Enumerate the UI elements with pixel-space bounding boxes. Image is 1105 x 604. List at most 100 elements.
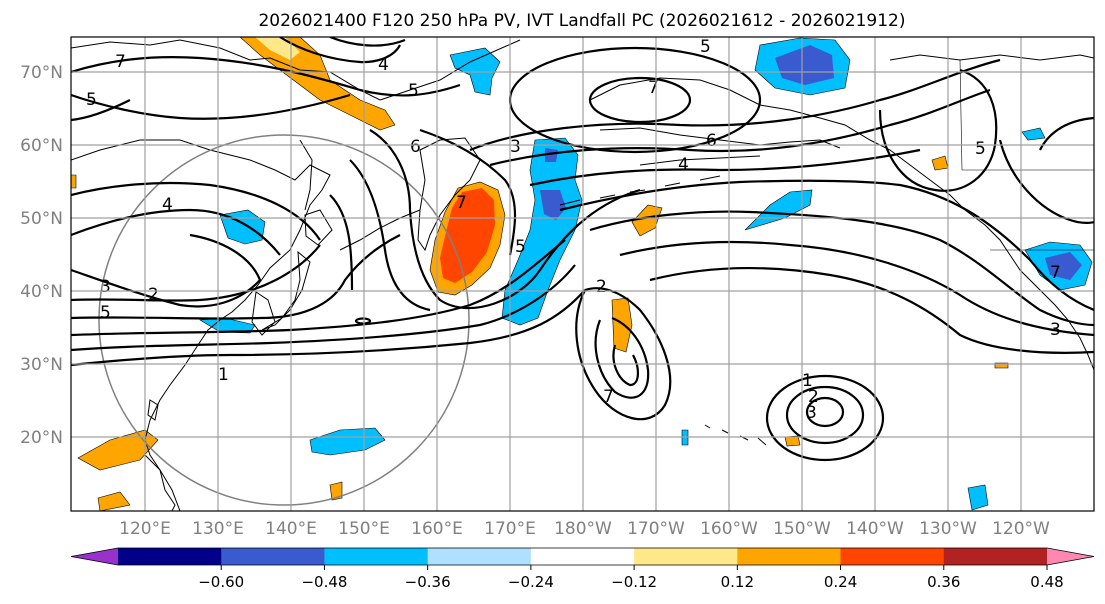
contour-line (354, 317, 372, 325)
contour-label: 7 (1050, 263, 1061, 283)
contour-label: 5 (700, 37, 711, 57)
colorbar-tick-label: 0.24 (824, 573, 857, 591)
contour-line (589, 210, 1094, 327)
contour-line (805, 396, 845, 428)
contour-line (71, 208, 281, 256)
lon-tick-label: 130°E (192, 519, 244, 539)
colorbar-tick-label: −0.60 (198, 573, 244, 591)
contour-label: 4 (378, 55, 389, 75)
contour-labels: 7 5 4 5 5 7 6 4 3 6 7 4 3 5 1 2 7 1 2 3 (86, 37, 1061, 423)
coast-japan (251, 209, 333, 336)
coast-east-asia (71, 39, 521, 511)
lon-tick-label: 160°E (411, 519, 463, 539)
contour-line (612, 344, 639, 387)
great-circle (98, 134, 470, 506)
lat-tick-label: 70°N (20, 63, 63, 83)
contour-line (369, 129, 641, 310)
contour-line (469, 58, 1001, 152)
contour-line (559, 179, 1094, 312)
contour-line (329, 37, 406, 47)
contour-line (349, 159, 431, 312)
lon-tick-label: 120°W (992, 519, 1050, 539)
colorbar-extend-min (71, 548, 118, 565)
lon-tick-label: 170°W (627, 519, 685, 539)
lon-axis: 120°E 130°E 140°E 150°E 160°E 170°E 180°… (119, 519, 1050, 539)
shade-positive-blob-4 (97, 491, 131, 511)
contour-label: 5 (408, 81, 419, 101)
contour-line (71, 244, 321, 302)
lat-tick-label: 40°N (20, 282, 63, 302)
lon-tick-label: 130°W (919, 519, 977, 539)
contour-label: 7 (115, 52, 126, 72)
contour-label: 5 (515, 237, 526, 257)
colorbar-swatch (530, 548, 635, 565)
contour-line (71, 99, 131, 122)
colorbar-tick-label: −0.48 (301, 573, 347, 591)
colorbar-swatch (840, 548, 945, 565)
colorbar-swatch (737, 548, 842, 565)
contour-label: 5 (86, 90, 97, 110)
colorbar-swatch (427, 548, 532, 565)
contour-label: 7 (603, 387, 614, 407)
lon-tick-label: 170°E (484, 519, 536, 539)
colorbar-tick-label: −0.24 (508, 573, 554, 591)
contour-line (594, 316, 650, 399)
figure-title: 2026021400 F120 250 hPa PV, IVT Landfall… (258, 11, 905, 31)
contour-line (71, 264, 576, 352)
contour-label: 7 (648, 78, 659, 98)
coast-alaska (589, 77, 966, 211)
contour-label: 2 (596, 277, 607, 297)
shade-negative-blob-6-core (1045, 252, 1082, 280)
contour-label: 4 (162, 195, 173, 215)
shade-negative-blob-8 (967, 484, 989, 511)
lon-tick-label: 150°W (773, 519, 831, 539)
contour-label: 3 (1050, 320, 1061, 340)
contour-line (279, 37, 401, 64)
contour-label: 3 (510, 137, 521, 157)
gridlines (71, 37, 1094, 511)
colorbar-outline (70, 547, 1095, 566)
contour-label: 2 (148, 285, 159, 305)
coast-north-america (964, 209, 1094, 371)
colorbar-swatch (118, 548, 222, 565)
contour-line (785, 385, 865, 445)
lon-tick-label: 180°W (554, 519, 612, 539)
contour-line (71, 181, 321, 241)
contour-line (71, 239, 566, 337)
contour-line (649, 266, 1094, 354)
colorbar-swatch (221, 548, 325, 565)
colorbar-tick-label: 0.12 (721, 573, 754, 591)
contour-label: 5 (975, 139, 986, 159)
coast-philippines (144, 399, 176, 511)
contour-label: 2 (808, 387, 819, 407)
lat-tick-label: 20°N (20, 428, 63, 448)
shade-negative-dateline (501, 137, 583, 326)
contour-label: 1 (218, 365, 229, 385)
colorbar: −0.60 −0.48 −0.36 −0.24 −0.12 0.12 0.24 0.36 0.4… (70, 547, 1095, 591)
contour-line (575, 287, 672, 421)
lat-tick-label: 60°N (20, 136, 63, 156)
map-panel: 7 5 4 5 5 7 6 4 3 6 7 4 3 5 1 2 7 1 2 3 (70, 36, 1095, 512)
shade-positive-kamchatka-core (440, 188, 495, 283)
coast-kamchatka (299, 137, 481, 252)
map-frame (70, 36, 1095, 512)
shade-negative-dateline-core (540, 148, 566, 220)
contour-line (878, 68, 998, 192)
contour-line (489, 88, 991, 167)
contour-line (419, 128, 517, 256)
coast-arctic (889, 54, 1094, 61)
contour-label: 6 (706, 131, 717, 151)
shade-negative-blob-4 (309, 427, 386, 456)
colorbar-tick-label: −0.36 (405, 573, 451, 591)
contour-line (71, 56, 461, 97)
contour-line (71, 233, 262, 308)
lon-tick-label: 120°E (119, 519, 171, 539)
lon-tick-label: 160°W (700, 519, 758, 539)
colorbar-swatch (324, 548, 429, 565)
lon-tick-label: 150°E (338, 519, 390, 539)
contour-line (329, 194, 354, 291)
colorbar-swatch (943, 548, 1048, 565)
contour-layer (71, 37, 1094, 462)
contour-label: 3 (100, 277, 111, 297)
